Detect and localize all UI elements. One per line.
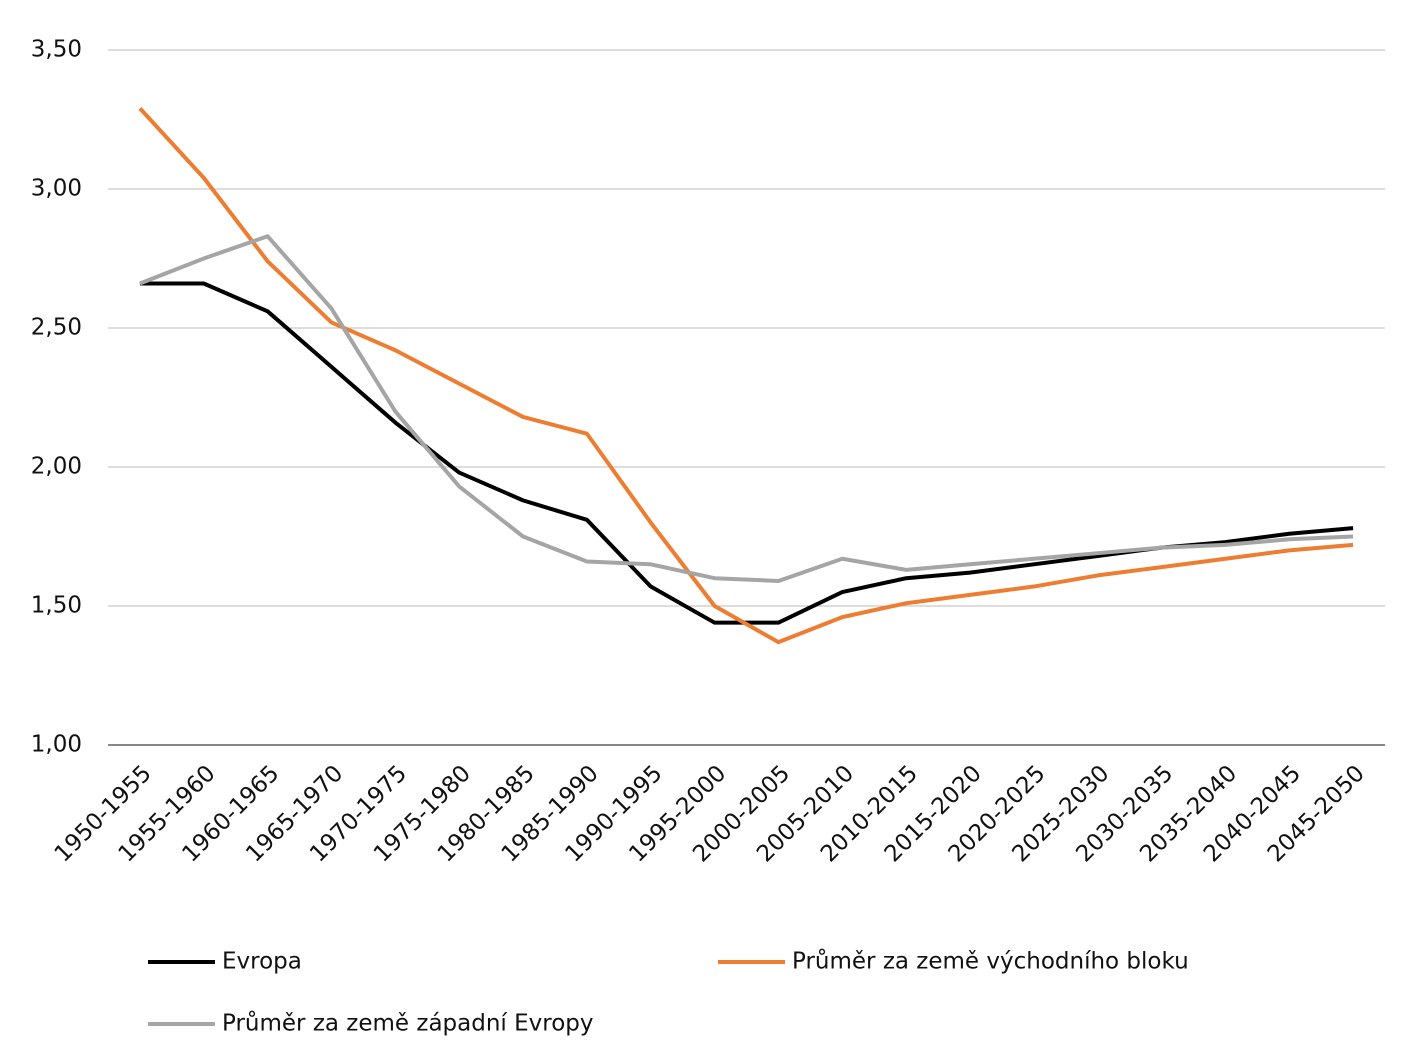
series-line <box>139 281 1354 625</box>
y-tick-label: 1,00 <box>31 732 82 758</box>
y-tick-label: 2,50 <box>31 315 82 341</box>
legend-label: Průměr za země západní Evropy <box>222 1010 594 1037</box>
series-line <box>139 234 1354 583</box>
y-tick-label: 1,50 <box>31 593 82 619</box>
y-tick-label: 2,00 <box>31 454 82 480</box>
legend-label: Evropa <box>222 949 302 975</box>
series-line <box>138 107 1354 645</box>
y-tick-label: 3,50 <box>31 37 82 63</box>
y-tick-label: 3,00 <box>31 176 82 202</box>
legend-label: Průměr za země východního bloku <box>792 948 1189 975</box>
